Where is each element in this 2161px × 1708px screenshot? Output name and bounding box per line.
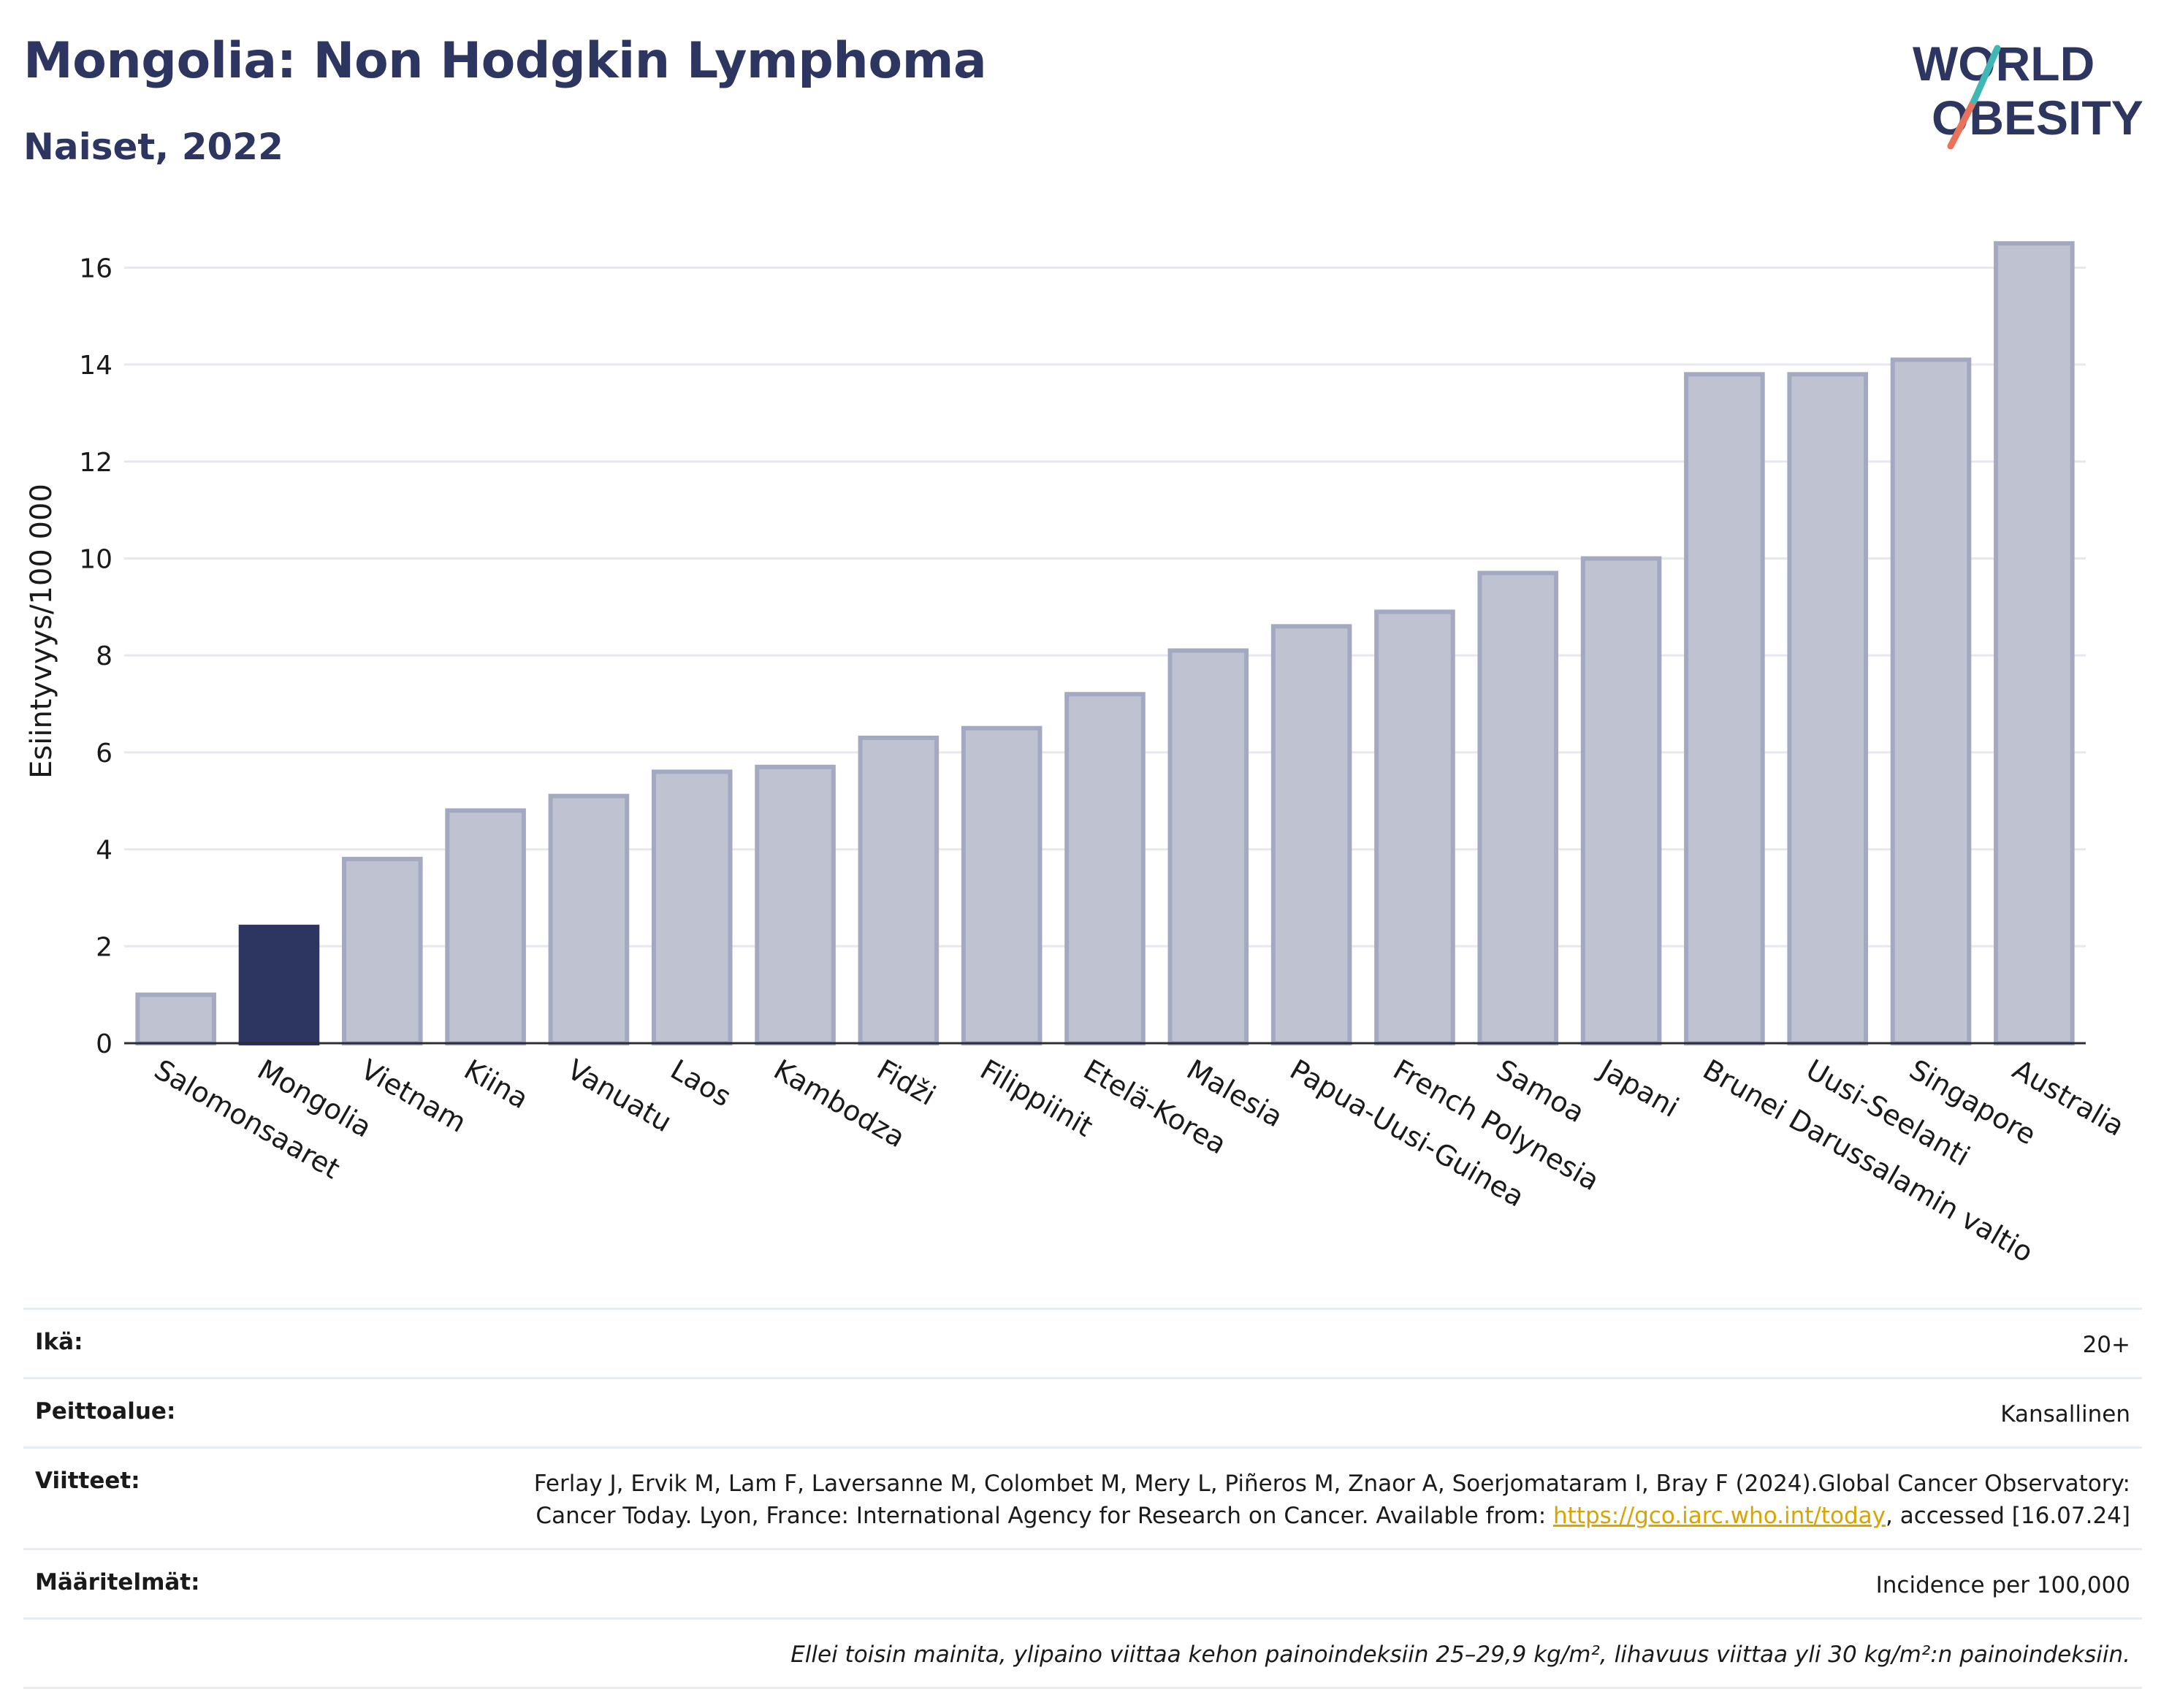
bar [1374,609,1455,1045]
bar [1580,556,1662,1045]
x-tick-label: Vanuatu [562,1053,677,1138]
age-label: Ikä: [35,1329,83,1355]
x-tick-label: Laos [665,1053,736,1113]
x-tick-label: Vietnam [356,1053,472,1139]
references-value: Ferlay J, Ervik M, Lam F, Laversanne M, … [450,1468,2130,1532]
bar [651,769,733,1045]
y-tick-label: 6 [96,739,113,769]
references-link[interactable]: https://gco.iarc.who.int/today [1553,1503,1886,1529]
y-axis-label: Esiintyvyys/100 000 [25,484,58,779]
bar [548,793,630,1045]
x-tick-label: Salomonsaaret [149,1053,346,1186]
bar [755,764,836,1045]
y-tick-label: 12 [79,448,113,478]
y-tick-label: 16 [79,253,113,283]
definitions-label: Määritelmät: [35,1569,200,1595]
x-tick-label: Filippiinit [975,1053,1098,1143]
y-tick-label: 0 [96,1029,113,1059]
page-subtitle: Naiset, 2022 [23,126,283,168]
bar [1890,357,1972,1045]
world-obesity-logo: WORLD OBESITY [1913,37,2143,150]
y-tick-label: 14 [79,351,113,381]
bar [1064,692,1146,1046]
footnote: Ellei toisin mainita, ylipaino viittaa k… [790,1642,2130,1668]
bar [1270,624,1352,1045]
meta-row-references: Viitteet: Ferlay J, Ervik M, Lam F, Lave… [23,1446,2142,1548]
bar [858,735,940,1045]
meta-row-age: Ikä: 20+ [23,1308,2142,1377]
references-accessed: , accessed [16.07.24] [1885,1503,2130,1529]
y-tick-label: 4 [96,836,113,866]
bar [961,725,1043,1045]
svg-text:WORLD: WORLD [1913,37,2095,91]
page-title: Mongolia: Non Hodgkin Lymphoma [23,32,987,90]
y-tick-label: 8 [96,641,113,671]
bar [342,856,423,1045]
bar [135,992,216,1046]
x-tick-label: Kiina [459,1053,534,1116]
meta-row-note: Ellei toisin mainita, ylipaino viittaa k… [23,1617,2142,1689]
coverage-value: Kansallinen [2000,1401,2130,1427]
coverage-label: Peittoalue: [35,1398,176,1425]
bar [1787,372,1868,1045]
bar [1684,372,1765,1045]
metadata-table: Ikä: 20+ Peittoalue: Kansallinen Viittee… [23,1308,2142,1689]
y-tick-label: 10 [79,544,113,574]
references-text: Ferlay J, Ervik M, Lam F, Laversanne M, … [533,1471,2130,1529]
bar [1167,648,1249,1045]
bar [445,808,526,1045]
references-label: Viitteet: [35,1468,140,1494]
bar [1477,571,1559,1045]
meta-row-definitions: Määritelmät: Incidence per 100,000 [23,1548,2142,1617]
meta-row-coverage: Peittoalue: Kansallinen [23,1377,2142,1446]
bar [238,924,320,1045]
bar [1994,241,2075,1045]
age-value: 20+ [2082,1332,2130,1358]
bar-chart: 0 2 4 6 8 10 12 14 16 Esiintyvyys/100 000 Salomons… [25,241,2130,1269]
definitions-value: Incidence per 100,000 [1875,1572,2130,1598]
y-tick-label: 2 [96,932,113,962]
x-tick-label: Japani [1593,1053,1685,1124]
x-tick-label: Fidži [872,1053,941,1112]
